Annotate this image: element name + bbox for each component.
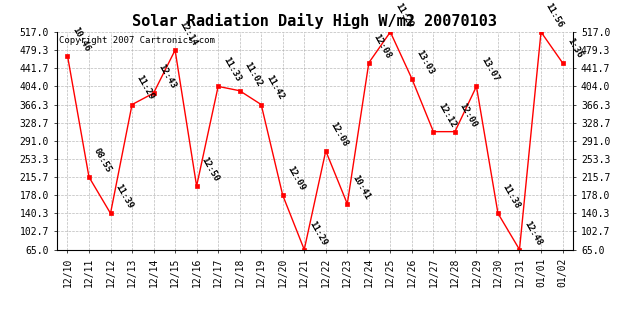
Text: 11:33: 11:33 <box>221 56 242 84</box>
Text: 11:38: 11:38 <box>501 183 522 211</box>
Text: 10:41: 10:41 <box>350 173 371 201</box>
Text: 12:43: 12:43 <box>156 63 178 90</box>
Title: Solar Radiation Daily High W/m2 20070103: Solar Radiation Daily High W/m2 20070103 <box>132 13 498 29</box>
Text: Copyright 2007 Cartronics.com: Copyright 2007 Cartronics.com <box>59 36 215 45</box>
Text: 08:55: 08:55 <box>92 147 113 174</box>
Text: 12:08: 12:08 <box>372 32 393 60</box>
Text: 12:48: 12:48 <box>522 219 544 247</box>
Text: 13:07: 13:07 <box>479 56 500 84</box>
Text: 13:03: 13:03 <box>415 48 436 76</box>
Text: 10:46: 10:46 <box>70 25 91 53</box>
Text: 12:00: 12:00 <box>457 101 479 129</box>
Text: 11:29: 11:29 <box>393 2 415 29</box>
Text: 11:56: 11:56 <box>544 2 565 29</box>
Text: 12:50: 12:50 <box>199 156 220 183</box>
Text: 11:29: 11:29 <box>307 219 328 247</box>
Text: 12:14: 12:14 <box>178 20 199 47</box>
Text: 11:02: 11:02 <box>243 60 264 88</box>
Text: 11:42: 11:42 <box>264 74 285 102</box>
Text: 1:36: 1:36 <box>565 37 584 60</box>
Text: 11:29: 11:29 <box>135 74 156 102</box>
Text: 12:08: 12:08 <box>328 120 350 148</box>
Text: 11:39: 11:39 <box>113 183 135 211</box>
Text: 12:09: 12:09 <box>285 165 307 192</box>
Text: 12:12: 12:12 <box>436 101 457 129</box>
